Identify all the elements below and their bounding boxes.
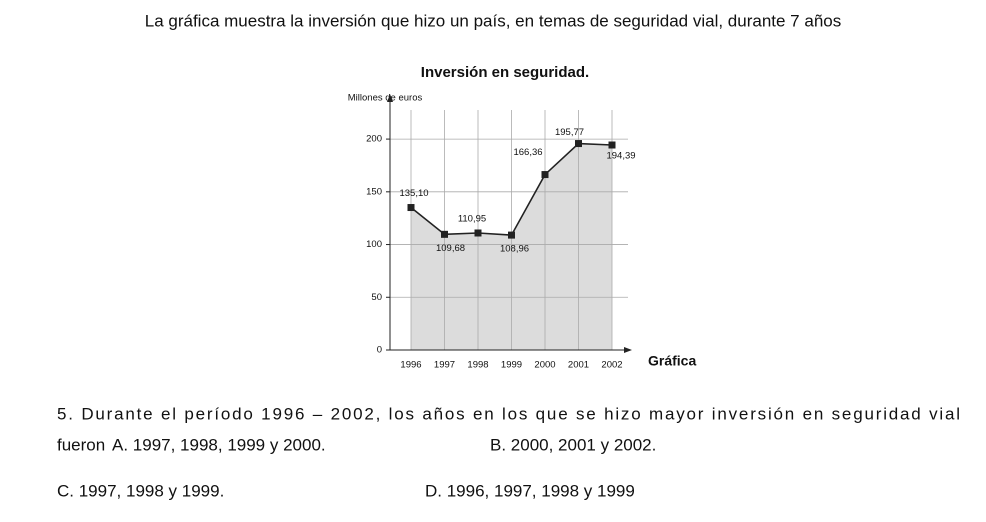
x-tick-label: 2000 bbox=[534, 360, 555, 371]
value-label: 194,39 bbox=[606, 151, 635, 162]
value-label: 195,77 bbox=[555, 127, 584, 138]
x-tick-label: 2002 bbox=[601, 360, 622, 371]
y-axis-label: Millones de euros bbox=[348, 93, 423, 104]
question-lead: fueron bbox=[57, 435, 105, 454]
y-tick-label: 50 bbox=[371, 292, 382, 303]
marker bbox=[441, 230, 448, 238]
plot: 0 50 100 150 200 1996 1997 1998 1999 2000 2001 2002… bbox=[366, 94, 636, 371]
x-tick-label: 1999 bbox=[501, 360, 522, 371]
marker bbox=[474, 229, 482, 237]
value-label: 135,10 bbox=[399, 188, 428, 199]
y-tick-label: 0 bbox=[377, 345, 382, 356]
marker bbox=[575, 140, 582, 148]
chart-title: Inversión en seguridad. bbox=[421, 64, 589, 81]
marker bbox=[541, 171, 549, 179]
marker bbox=[508, 231, 515, 239]
arrow bbox=[387, 94, 393, 102]
x-tick-label: 2001 bbox=[568, 360, 589, 371]
marker bbox=[608, 141, 616, 149]
x-tick-label: 1997 bbox=[434, 360, 455, 371]
value-label: 109,68 bbox=[436, 243, 465, 254]
option[interactable]: C. 1997, 1998 y 1999. bbox=[57, 481, 224, 500]
option[interactable]: B. 2000, 2001 y 2002. bbox=[490, 435, 656, 454]
y-tick-label: 100 bbox=[366, 239, 382, 250]
marker bbox=[407, 204, 415, 212]
chart-caption: Gráfica bbox=[648, 353, 696, 369]
y-tick-label: 200 bbox=[366, 134, 382, 145]
intro: La gráfica muestra la inversión que hizo… bbox=[145, 11, 841, 30]
x-tick-label: 1996 bbox=[400, 360, 421, 371]
option[interactable]: A. 1997, 1998, 1999 y 2000. bbox=[112, 435, 326, 454]
value-label: 108,96 bbox=[500, 244, 529, 255]
value-label: 166,36 bbox=[513, 147, 542, 158]
x-tick-label: 1998 bbox=[467, 360, 488, 371]
y-tick-label: 150 bbox=[366, 186, 382, 197]
arrow bbox=[624, 347, 632, 353]
option[interactable]: D. 1996, 1997, 1998 y 1999 bbox=[425, 481, 635, 500]
value-label: 110,95 bbox=[458, 214, 486, 225]
question-stem: 5. Durante el período 1996 – 2002, los a… bbox=[57, 404, 960, 423]
